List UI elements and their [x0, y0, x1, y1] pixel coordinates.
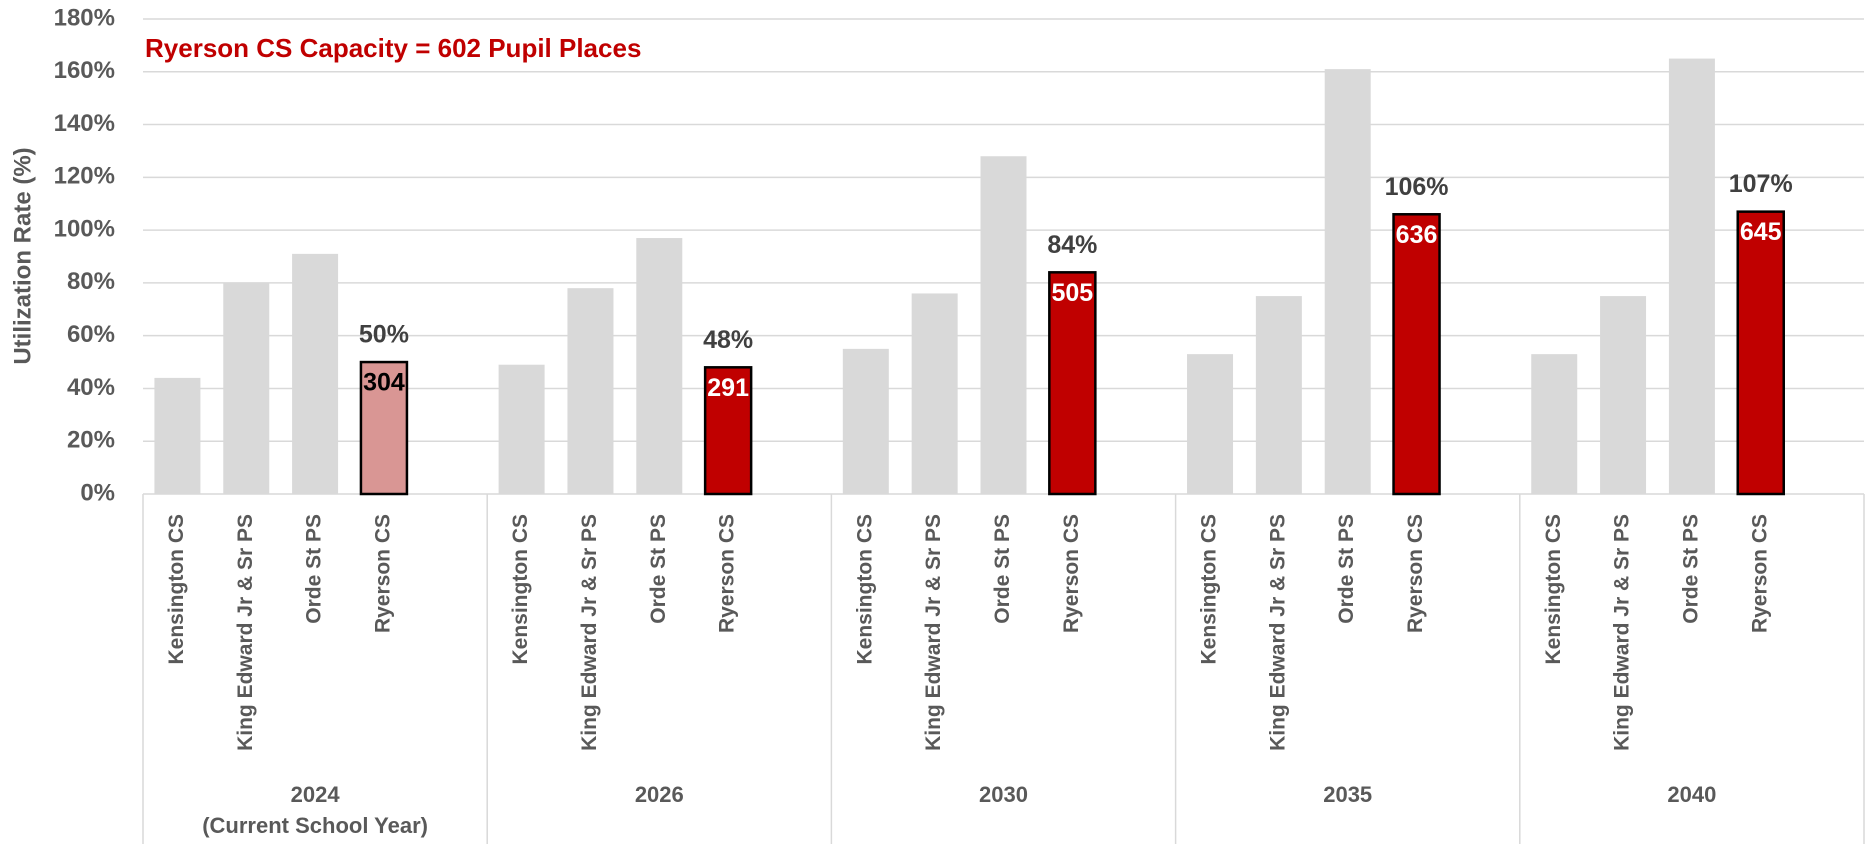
group-label: 2024: [291, 782, 341, 807]
group-label: 2035: [1323, 782, 1372, 807]
x-tick-label: Kensington CS: [1198, 514, 1221, 665]
annotation: Ryerson CS Capacity = 602 Pupil Places: [145, 33, 641, 63]
x-tick-label: Kensington CS: [853, 514, 876, 665]
y-tick-label: 100%: [54, 215, 115, 242]
x-tick-label: Kensington CS: [165, 514, 188, 665]
y-tick-label: 0%: [80, 479, 115, 506]
x-tick-label: King Edward Jr & Sr PS: [1266, 514, 1289, 751]
bar: [1324, 69, 1371, 494]
enrolment-label: 636: [1396, 221, 1438, 249]
bar: [567, 288, 614, 494]
enrolment-label: 291: [707, 374, 749, 402]
y-tick-label: 20%: [67, 427, 115, 454]
x-tick-label: Orde St PS: [647, 514, 670, 624]
enrolment-label: 304: [363, 369, 405, 397]
bar: [1392, 213, 1441, 496]
x-tick-label: Kensington CS: [1542, 514, 1565, 665]
x-tick-label: Ryerson CS: [716, 514, 739, 633]
group-label: 2026: [635, 782, 684, 807]
x-tick-label: Orde St PS: [991, 514, 1014, 624]
y-tick-label: 160%: [54, 57, 115, 84]
bar: [1187, 354, 1234, 494]
bar: [1600, 296, 1647, 494]
y-tick-label: 140%: [54, 110, 115, 137]
value-label: 106%: [1385, 173, 1449, 201]
bar: [359, 360, 409, 496]
x-tick-label: Ryerson CS: [1404, 514, 1427, 633]
value-label: 107%: [1729, 170, 1793, 198]
enrolment-label: 645: [1740, 218, 1782, 246]
y-axis-label: Utilization Rate (%): [9, 147, 36, 364]
bar: [911, 293, 958, 494]
x-tick-label: Kensington CS: [509, 514, 532, 665]
x-tick-label: Ryerson CS: [1060, 514, 1083, 633]
value-label: 84%: [1047, 231, 1097, 259]
x-tick-label: Ryerson CS: [371, 514, 394, 633]
bar: [636, 238, 683, 494]
bar: [703, 366, 753, 496]
x-tick-label: Orde St PS: [303, 514, 326, 624]
bar: [1048, 271, 1097, 496]
bar: [223, 282, 270, 494]
x-tick-label: King Edward Jr & Sr PS: [578, 514, 601, 751]
bar: [154, 377, 201, 494]
x-tick-label: Orde St PS: [1335, 514, 1358, 624]
x-tick-label: King Edward Jr & Sr PS: [1611, 514, 1634, 751]
group-sublabel: (Current School Year): [202, 813, 428, 838]
x-tick-label: Orde St PS: [1679, 514, 1702, 624]
y-tick-label: 180%: [54, 4, 115, 31]
y-tick-label: 120%: [54, 163, 115, 190]
group-label: 2040: [1667, 782, 1716, 807]
bar: [1531, 354, 1578, 494]
y-tick-label: 60%: [67, 321, 115, 348]
value-label: 48%: [703, 326, 753, 354]
group-label: 2030: [979, 782, 1028, 807]
bar: [292, 253, 339, 494]
bar: [1255, 296, 1302, 494]
y-tick-label: 80%: [67, 268, 115, 295]
bar: [1668, 58, 1715, 494]
bar: [498, 364, 545, 494]
bar: [842, 348, 889, 494]
value-label: 50%: [359, 321, 409, 349]
x-tick-label: King Edward Jr & Sr PS: [922, 514, 945, 751]
x-tick-label: Ryerson CS: [1748, 514, 1771, 633]
bar: [980, 156, 1027, 494]
x-tick-label: King Edward Jr & Sr PS: [234, 514, 257, 751]
bar: [1736, 210, 1785, 496]
enrolment-label: 505: [1051, 279, 1093, 307]
y-tick-label: 40%: [67, 374, 115, 401]
